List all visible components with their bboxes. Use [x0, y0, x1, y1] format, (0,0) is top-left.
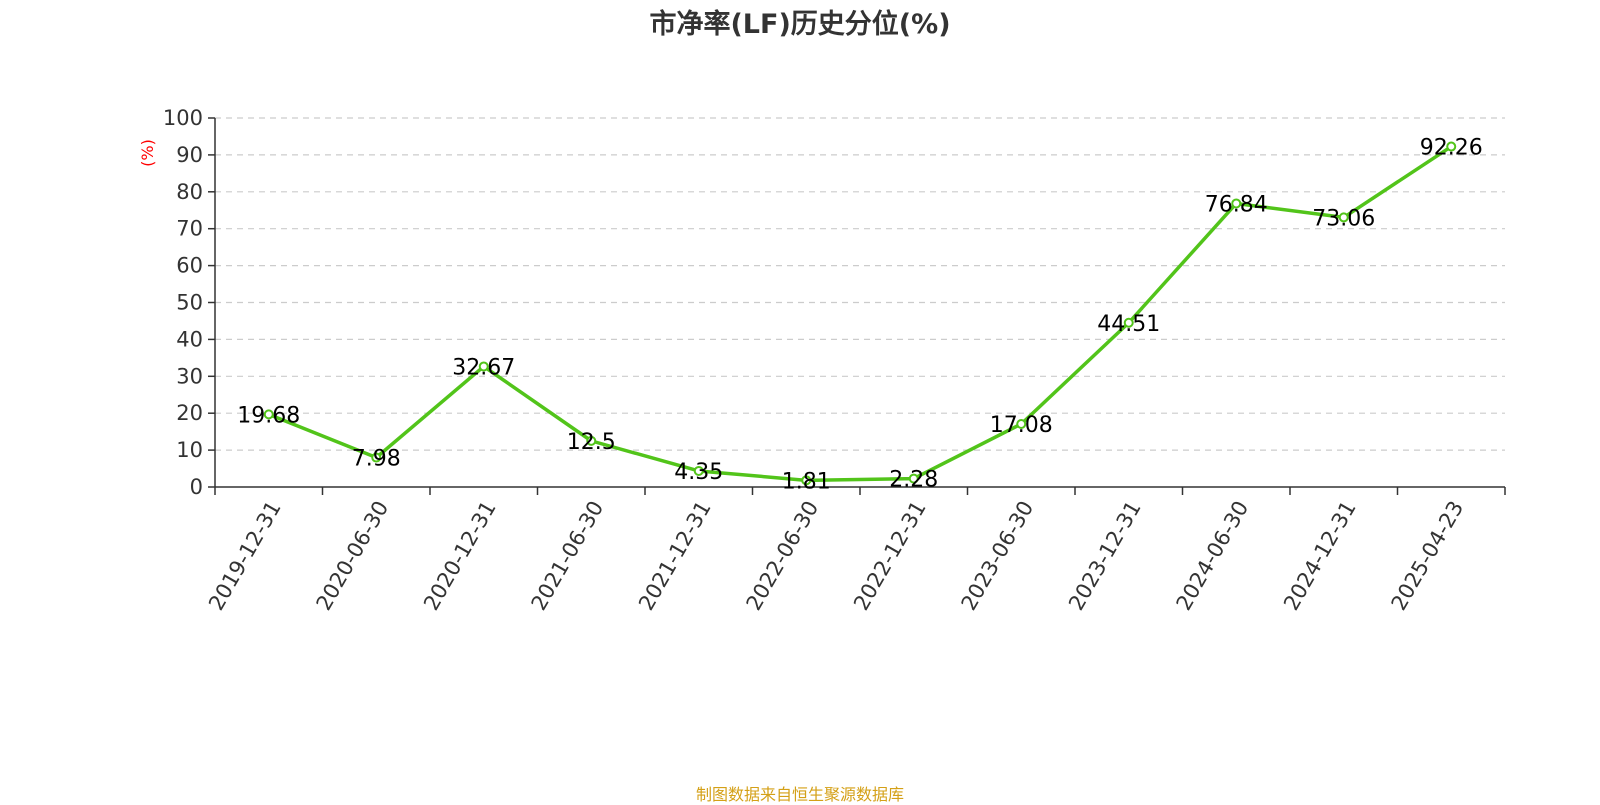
data-label: 2.28 — [889, 468, 938, 493]
x-tick-labels: 2019-12-31 2020-06-30 2020-12-31 2021-06-30… — [204, 497, 1468, 615]
x-tick-label: 2025-04-23 — [1387, 497, 1469, 615]
source-note: 制图数据来自恒生聚源数据库 — [695, 785, 904, 804]
data-points — [263, 141, 1457, 486]
data-point — [1123, 317, 1134, 328]
x-tick-label: 2023-12-31 — [1064, 497, 1146, 615]
x-tick-label: 2020-12-31 — [419, 497, 501, 615]
data-point — [908, 473, 919, 484]
y-tick-label: 50 — [176, 291, 203, 315]
y-tick-label: 40 — [176, 327, 203, 351]
x-tick-label: 2019-12-31 — [204, 497, 286, 615]
y-tick-label: 10 — [176, 438, 203, 462]
y-tick-label: 90 — [176, 143, 203, 167]
x-tick-label: 2022-06-30 — [742, 497, 824, 615]
x-tick-label: 2020-06-30 — [312, 497, 394, 615]
data-point — [478, 361, 489, 372]
y-tick-label: 100 — [163, 106, 203, 130]
data-point — [263, 409, 274, 420]
data-point — [586, 435, 597, 446]
data-label: 73.06 — [1312, 206, 1375, 231]
y-tick-label: 30 — [176, 364, 203, 388]
data-label: 92.26 — [1420, 136, 1483, 161]
series-line — [268, 145, 1453, 483]
x-tick-label: 2024-12-31 — [1279, 497, 1361, 615]
y-tick-labels: 0 10 20 30 40 50 60 70 80 90 100 — [163, 106, 203, 499]
data-label: 17.08 — [990, 413, 1053, 438]
data-point — [801, 475, 812, 486]
data-point — [1231, 198, 1242, 209]
axes — [208, 117, 1506, 495]
data-point — [1338, 212, 1349, 223]
grid-lines — [215, 117, 1505, 451]
y-tick-label: 0 — [190, 475, 203, 499]
y-axis-label: (%) — [138, 139, 157, 167]
series-line-layer — [268, 145, 1453, 483]
y-tick-label: 80 — [176, 180, 203, 204]
data-label: 76.84 — [1205, 192, 1268, 217]
data-point — [1446, 141, 1457, 152]
data-label: 12.5 — [567, 430, 616, 455]
data-label: 19.68 — [237, 403, 300, 428]
data-label: 32.67 — [452, 355, 515, 380]
data-label: 1.81 — [782, 469, 831, 494]
chart-title: 市净率(LF)历史分位(%) — [649, 9, 951, 40]
data-point — [693, 465, 704, 476]
data-label: 7.98 — [352, 447, 401, 472]
data-labels: 19.68 7.98 32.67 12.5 4.35 1.81 2.28 17.08 44.51… — [237, 136, 1482, 495]
y-tick-label: 60 — [176, 254, 203, 278]
x-tick-label: 2021-06-30 — [527, 497, 609, 615]
data-label: 44.51 — [1097, 312, 1160, 337]
data-point — [371, 452, 382, 463]
x-tick-label: 2021-12-31 — [634, 497, 716, 615]
y-tick-label: 70 — [176, 217, 203, 241]
data-label: 4.35 — [674, 460, 723, 485]
x-tick-label: 2024-06-30 — [1172, 497, 1254, 615]
data-point — [1016, 418, 1027, 429]
x-tick-label: 2023-06-30 — [957, 497, 1039, 615]
x-tick-label: 2022-12-31 — [849, 497, 931, 615]
y-tick-label: 20 — [176, 401, 203, 425]
